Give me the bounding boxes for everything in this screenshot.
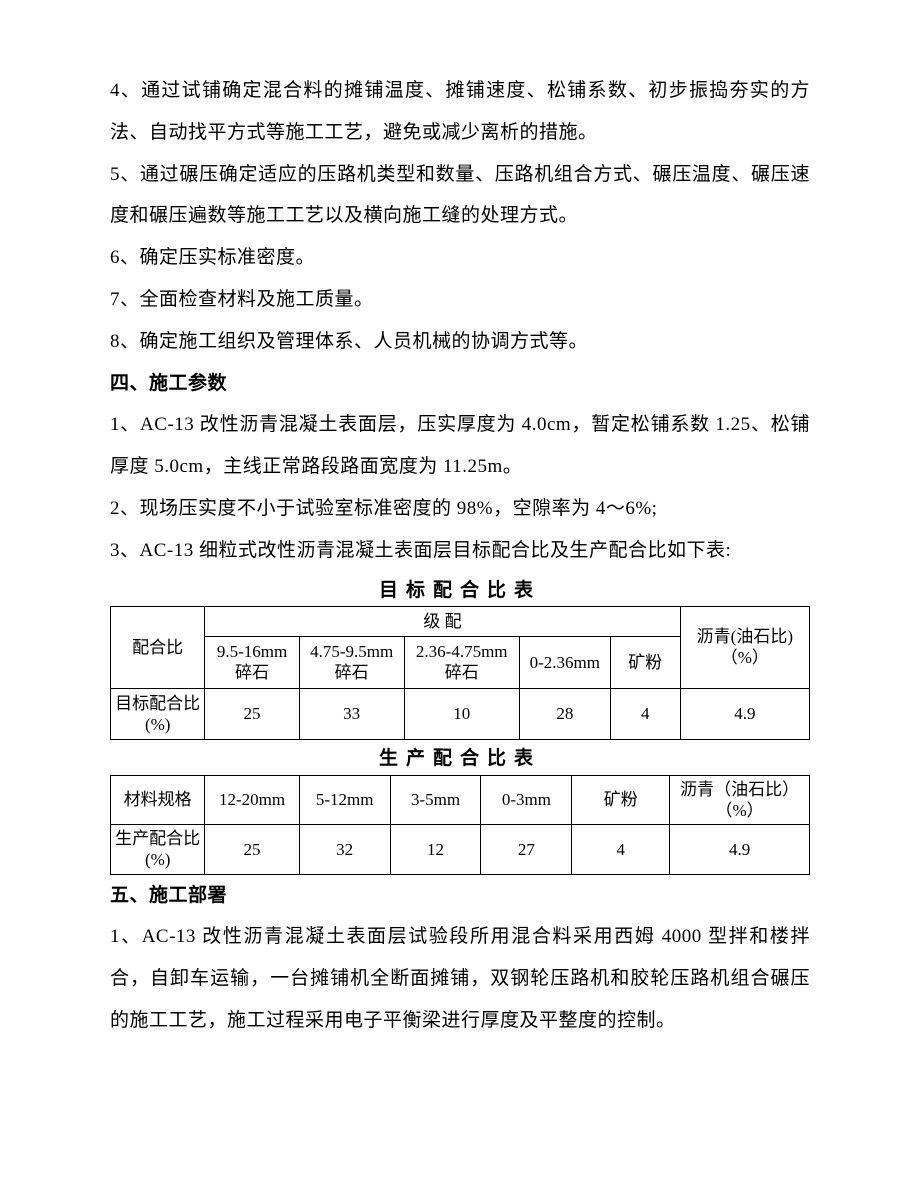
table2-title: 生产配合比表 <box>110 744 810 774</box>
table-row: 目标配合比(%) 25 33 10 28 4 4.9 <box>111 688 810 740</box>
table-row: 配合比 级 配 沥青(油石比)（%） <box>111 606 810 636</box>
paragraph-8: 8、确定施工组织及管理体系、人员机械的协调方式等。 <box>110 321 810 363</box>
table-cell: 矿粉 <box>610 637 680 689</box>
table-cell: 4.9 <box>680 688 809 740</box>
table-cell: 10 <box>404 688 519 740</box>
table-cell: 材料规格 <box>111 775 205 825</box>
paragraph-s4-2: 2、现场压实度不小于试验室标准密度的 98%，空隙率为 4～6%; <box>110 488 810 530</box>
table-cell: 矿粉 <box>572 775 670 825</box>
table-cell: 5-12mm <box>299 775 390 825</box>
table-cell: 9.5-16mm 碎石 <box>205 637 299 689</box>
document-page: 4、通过试铺确定混合料的摊铺温度、摊铺速度、松铺系数、初步振捣夯实的方法、自动找… <box>0 0 920 1191</box>
table-cell: 配合比 <box>111 606 205 688</box>
paragraph-4: 4、通过试铺确定混合料的摊铺温度、摊铺速度、松铺系数、初步振捣夯实的方法、自动找… <box>110 70 810 154</box>
table-cell: 2.36-4.75mm 碎石 <box>404 637 519 689</box>
table-cell: 沥青（油石比）（%） <box>670 775 810 825</box>
table-cell: 0-2.36mm <box>519 637 610 689</box>
table-cell: 级 配 <box>205 606 680 636</box>
paragraph-7: 7、全面检查材料及施工质量。 <box>110 279 810 321</box>
production-mix-table: 材料规格 12-20mm 5-12mm 3-5mm 0-3mm 矿粉 沥青（油石… <box>110 775 810 875</box>
paragraph-s5-1: 1、AC-13 改性沥青混凝土表面层试验段所用混合料采用西姆 4000 型拌和楼… <box>110 916 810 1041</box>
table-cell: 12-20mm <box>205 775 299 825</box>
paragraph-6: 6、确定压实标准密度。 <box>110 237 810 279</box>
target-mix-table: 配合比 级 配 沥青(油石比)（%） 9.5-16mm 碎石 4.75-9.5m… <box>110 606 810 740</box>
table-row: 材料规格 12-20mm 5-12mm 3-5mm 0-3mm 矿粉 沥青（油石… <box>111 775 810 825</box>
table-cell: 28 <box>519 688 610 740</box>
table-cell: 25 <box>205 688 299 740</box>
table-cell: 目标配合比(%) <box>111 688 205 740</box>
table-cell: 25 <box>205 825 299 875</box>
section-heading-4: 四、施工参数 <box>110 363 810 405</box>
table-cell: 12 <box>390 825 481 875</box>
table-cell: 0-3mm <box>481 775 572 825</box>
section-heading-5: 五、施工部署 <box>110 875 810 917</box>
table-cell: 生产配合比(%) <box>111 825 205 875</box>
table-cell: 4 <box>572 825 670 875</box>
table-row: 生产配合比(%) 25 32 12 27 4 4.9 <box>111 825 810 875</box>
table-cell: 沥青(油石比)（%） <box>680 606 809 688</box>
table-cell: 4.9 <box>670 825 810 875</box>
paragraph-s4-1: 1、AC-13 改性沥青混凝土表面层，压实厚度为 4.0cm，暂定松铺系数 1.… <box>110 404 810 488</box>
table-cell: 4 <box>610 688 680 740</box>
table-cell: 27 <box>481 825 572 875</box>
table-cell: 4.75-9.5mm 碎石 <box>299 637 404 689</box>
paragraph-s4-3: 3、AC-13 细粒式改性沥青混凝土表面层目标配合比及生产配合比如下表: <box>110 530 810 572</box>
table1-title: 目标配合比表 <box>110 576 810 606</box>
paragraph-5: 5、通过碾压确定适应的压路机类型和数量、压路机组合方式、碾压温度、碾压速度和碾压… <box>110 154 810 238</box>
table-cell: 33 <box>299 688 404 740</box>
table-cell: 3-5mm <box>390 775 481 825</box>
table-cell: 32 <box>299 825 390 875</box>
